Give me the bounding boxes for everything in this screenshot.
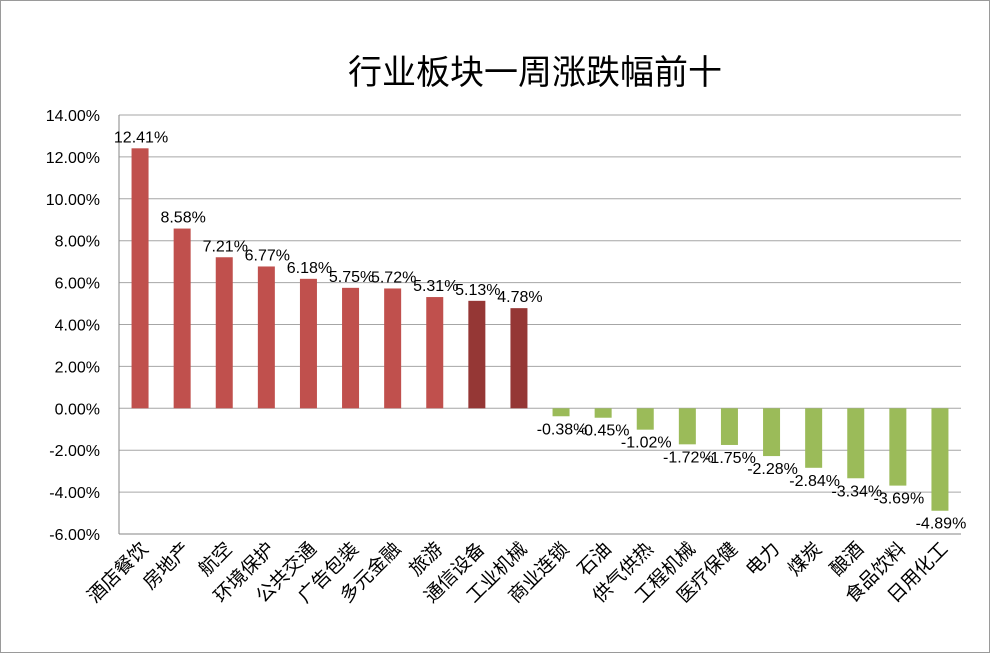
y-tick-label: 8.00% [55,234,100,251]
gridlines [119,114,961,535]
y-tick-label: 2.00% [55,359,100,376]
data-label: 8.58% [160,210,205,227]
y-tick-label: 6.00% [55,276,100,293]
bar [763,408,781,457]
data-label: 4.78% [497,289,542,306]
data-label: -1.75% [705,450,756,467]
bar [131,148,149,409]
x-tick-label: 房地产 [139,538,195,594]
y-tick-label: 0.00% [55,401,100,418]
y-tick-label: -2.00% [49,443,100,460]
bar [342,287,360,409]
data-label: -1.72% [663,449,714,466]
data-labels: 12.41% 8.58% 7.21%6.77%6.18%5.75%5.72%5.31… [114,129,966,532]
bar [636,408,654,430]
y-tick-label: 10.00% [46,192,100,209]
bar [552,408,570,417]
data-label: -3.69% [873,491,924,508]
x-tick-label: 电力 [742,538,784,580]
bar [384,288,402,409]
x-tick-label: 煤炭 [784,538,826,580]
data-label: 5.75% [329,269,374,286]
bar [257,266,275,409]
chart-title: 行业板块一周涨跌幅前十 [348,53,722,93]
data-label: -2.28% [747,461,798,478]
bar [847,408,865,479]
bar [720,408,738,445]
x-tick-label: 酒店餐饮 [83,538,152,607]
data-label: 5.31% [413,278,458,295]
x-axis-category-labels: 酒店餐饮房地产 航空环境保护公共交通广告包装多元金融 旅游通信设备工业机械商业连锁石… [83,538,952,607]
y-tick-label: 12.00% [46,150,100,167]
data-label: -2.84% [789,473,840,490]
bar [678,408,696,445]
y-tick-label: 14.00% [46,108,100,125]
data-label: 6.18% [287,260,332,277]
bar [215,257,233,409]
bar [426,297,444,409]
bars [131,148,949,511]
data-label: -0.38% [537,421,588,438]
data-label: 6.77% [245,247,290,264]
y-tick-label: 4.00% [55,318,100,335]
data-label: 12.41% [114,129,168,146]
bar [468,300,486,409]
data-label: 5.13% [455,282,500,299]
bar [805,408,823,468]
bar [510,308,528,409]
y-axis-tick-labels: 14.00% 12.00% 10.00% 8.00% 6.00% 4.00% 2.00% 0.… [46,108,100,544]
y-tick-label: -6.00% [49,527,100,544]
data-label: -4.89% [916,516,967,533]
data-label: -3.34% [831,483,882,500]
y-tick-label: -4.00% [49,485,100,502]
data-label: 5.72% [371,269,416,286]
bar [931,408,949,511]
bar [299,278,317,409]
bar [594,408,612,418]
x-axis [118,115,961,535]
bar [173,228,191,409]
bar [889,408,907,486]
data-label: 7.21% [203,238,248,255]
data-label: -1.02% [621,435,672,452]
data-label: -0.45% [579,423,630,440]
